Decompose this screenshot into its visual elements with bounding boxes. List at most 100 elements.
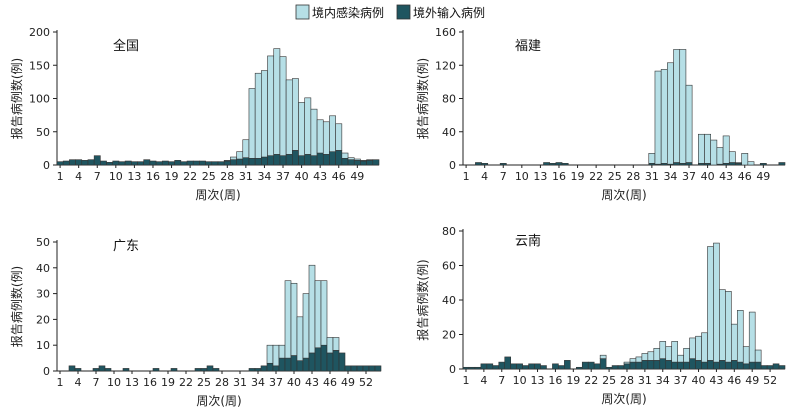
bar-imported	[212, 368, 220, 372]
x-tick-label: 28	[220, 170, 234, 183]
x-tick-label: 46	[738, 170, 752, 183]
bar-imported	[290, 355, 298, 372]
x-tick-label: 28	[626, 170, 640, 183]
bar-imported	[522, 365, 529, 370]
bar-imported	[504, 356, 512, 370]
x-tick-label: 31	[239, 170, 253, 183]
bar-imported	[759, 163, 767, 166]
x-tick-label: 31	[638, 374, 652, 387]
x-tick-label: 31	[645, 170, 659, 183]
x-tick-label: 1	[57, 170, 64, 183]
bar-imported	[149, 160, 157, 166]
x-tick-label: 52	[359, 376, 373, 389]
bar-domestic	[679, 49, 687, 164]
bar-imported	[100, 160, 107, 166]
panel-title: 全国	[113, 38, 139, 54]
bar-imported	[499, 163, 507, 166]
bar-domestic	[742, 346, 750, 365]
bar-domestic	[292, 78, 299, 151]
bar-imported	[474, 366, 482, 370]
bar-imported	[278, 357, 286, 372]
bar-imported	[81, 160, 89, 166]
bar-imported	[316, 152, 324, 166]
bar-imported	[329, 151, 336, 166]
x-tick-label: 13	[533, 170, 547, 183]
x-tick-label: 37	[269, 376, 283, 389]
bar-domestic	[320, 280, 328, 346]
x-tick-label: 34	[656, 374, 670, 387]
bar-imported	[320, 344, 328, 372]
bar-imported	[374, 365, 382, 372]
bar-imported	[728, 162, 736, 166]
bar-imported	[168, 161, 175, 166]
bar-imported	[302, 357, 310, 372]
x-tick-label: 43	[313, 170, 327, 183]
bar-imported	[677, 361, 684, 370]
bar-domestic	[673, 49, 681, 163]
bar-domestic	[701, 332, 708, 363]
bar-imported	[261, 156, 268, 166]
bar-domestic	[302, 293, 310, 359]
chart-panel-guangdong: 0 10 20 30 40 50 1 4 7 10 13 16 19 22 25 28 31 34 37 40 43 46…	[9, 236, 382, 408]
bar-imported	[174, 160, 182, 166]
bar-domestic	[316, 119, 324, 154]
bar-imported	[314, 347, 322, 372]
bar-domestic	[722, 135, 730, 164]
bar-imported	[87, 159, 95, 166]
bar-domestic	[279, 56, 287, 156]
bar-imported	[731, 360, 738, 370]
bar-domestic	[704, 133, 711, 164]
bar-imported	[671, 361, 678, 370]
bar-domestic	[308, 264, 316, 354]
x-tick-label: 22	[183, 170, 197, 183]
legend-domestic-label: 境内感染病例	[312, 5, 384, 20]
bar-imported	[137, 161, 144, 166]
x-tick-label: 7	[500, 170, 507, 183]
bar-imported	[561, 163, 569, 166]
bar-imported	[155, 161, 163, 166]
y-tick-label: 20	[442, 329, 456, 342]
x-tick-label: 40	[287, 376, 301, 389]
x-tick-label: 19	[571, 170, 585, 183]
x-tick-label: 34	[257, 170, 271, 183]
bar-imported	[122, 368, 130, 372]
bar-imported	[298, 155, 305, 166]
x-tick-label: 49	[756, 170, 770, 183]
x-tick-label: 19	[161, 376, 175, 389]
x-tick-label: 1	[462, 374, 469, 387]
bar-imported	[635, 361, 643, 370]
bar-imported	[199, 160, 206, 166]
bar-domestic	[671, 341, 678, 363]
bar-imported	[211, 161, 219, 166]
bar-domestic	[353, 158, 361, 161]
bar-imported	[540, 365, 547, 370]
y-axis-title: 报告病例数(例)	[415, 58, 430, 139]
bar-domestic	[298, 102, 305, 156]
bar-imported	[205, 161, 213, 166]
bar-imported	[292, 150, 299, 166]
bar-domestic	[735, 162, 742, 164]
bar-domestic	[647, 351, 655, 361]
bar-imported	[308, 352, 316, 372]
x-axis-title: 周次(周)	[195, 188, 240, 202]
y-tick-label: 150	[29, 59, 50, 72]
x-tick-label: 40	[701, 170, 715, 183]
bar-imported	[372, 159, 380, 166]
panel-title: 云南	[515, 233, 541, 249]
x-tick-label: 43	[709, 374, 723, 387]
bar-domestic	[335, 123, 343, 151]
bar-imported	[200, 368, 208, 372]
bar-imported	[106, 162, 114, 166]
bar-imported	[74, 368, 82, 372]
y-tick-label: 60	[442, 260, 456, 273]
bar-imported	[659, 358, 667, 370]
bar-domestic	[713, 242, 720, 363]
bar-imported	[223, 160, 231, 166]
bar-imported	[62, 160, 70, 166]
bar-imported	[605, 366, 613, 370]
bar-imported	[353, 160, 361, 166]
bar-imported	[68, 365, 76, 372]
bar-domestic	[267, 55, 275, 156]
bar-imported	[713, 361, 720, 370]
